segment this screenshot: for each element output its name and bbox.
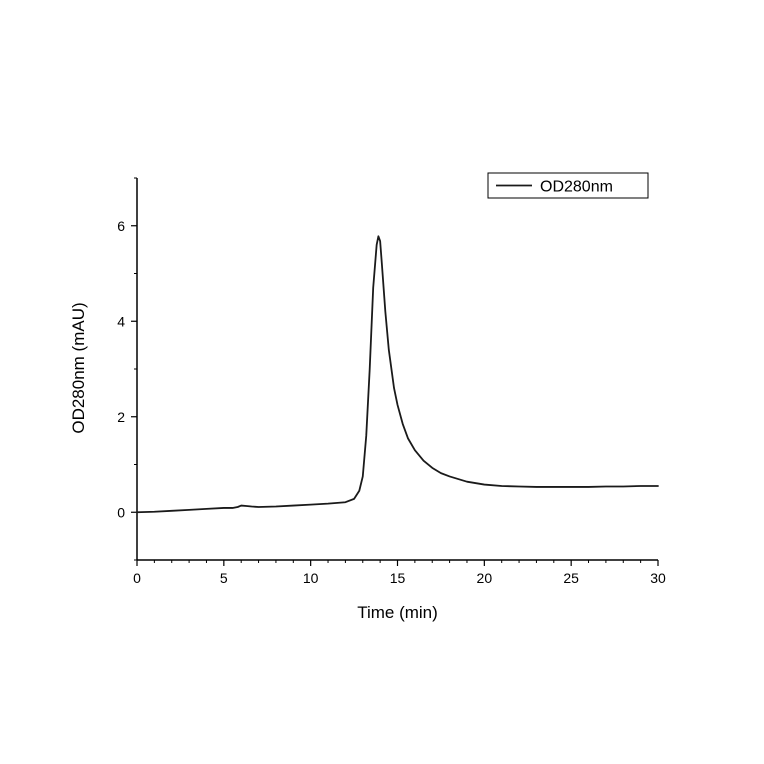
legend: OD280nm — [487, 172, 649, 199]
series-layer — [136, 235, 659, 514]
x-tick-label: 15 — [390, 570, 406, 586]
y-tick-label: 6 — [117, 218, 125, 234]
x-tick-label: 20 — [477, 570, 493, 586]
x-tick-label: 0 — [133, 570, 141, 586]
legend-box — [487, 172, 649, 199]
x-tick-label: 5 — [220, 570, 228, 586]
x-tick-label: 10 — [303, 570, 319, 586]
series-line-0 — [136, 235, 659, 514]
legend-label: OD280nm — [540, 179, 613, 196]
y-tick-label: 0 — [117, 504, 125, 520]
y-tick-label: 4 — [117, 313, 125, 329]
y-tick-label: 2 — [117, 409, 125, 425]
x-tick-label: 30 — [650, 570, 666, 586]
x-tick-label: 25 — [563, 570, 579, 586]
x-axis-title: Time (min) — [357, 603, 438, 622]
axes: 0 5 10 15 20 25 30 0 2 4 6 — [117, 177, 666, 586]
y-axis-title: OD280nm (mAU) — [69, 302, 88, 433]
